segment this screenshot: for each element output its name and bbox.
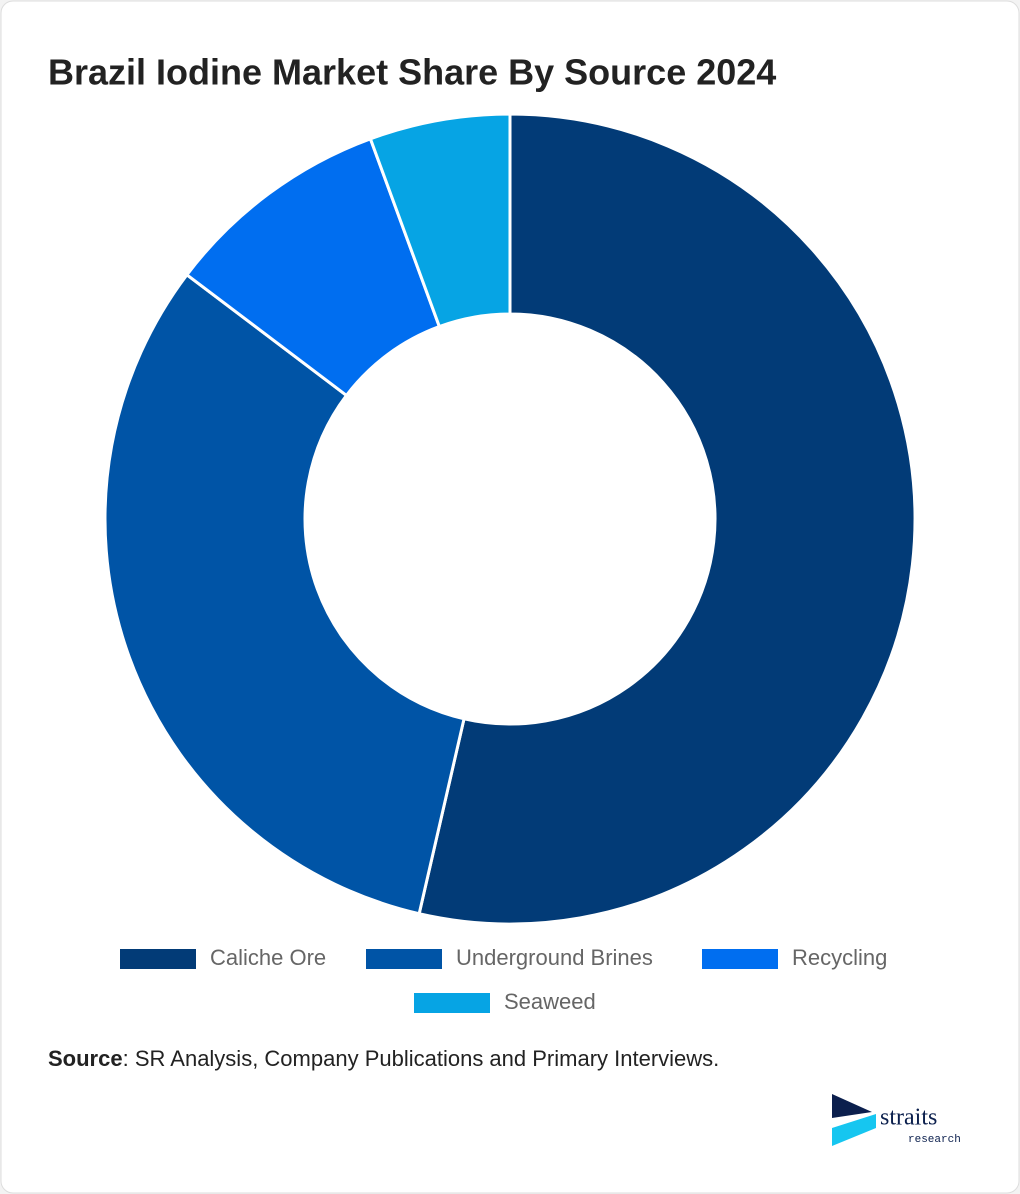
legend-swatch xyxy=(702,949,778,969)
legend-swatch xyxy=(120,949,196,969)
source-text: : SR Analysis, Company Publications and … xyxy=(123,1046,720,1071)
legend-label: Recycling xyxy=(792,945,887,970)
source: Source: SR Analysis, Company Publication… xyxy=(48,1046,719,1071)
donut-slice xyxy=(368,112,512,329)
logo-name: straits xyxy=(880,1105,937,1131)
legend-swatch xyxy=(414,993,490,1013)
legend-swatch xyxy=(366,949,442,969)
legend-label: Seaweed xyxy=(504,989,596,1014)
legend-label: Underground Brines xyxy=(456,945,653,970)
logo: straits research xyxy=(832,1094,961,1146)
chart-title: Brazil Iodine Market Share By Source 202… xyxy=(48,52,776,93)
logo-tagline: research xyxy=(908,1134,961,1146)
source-label: Source xyxy=(48,1046,123,1071)
donut-slice xyxy=(103,272,466,916)
donut-slice xyxy=(417,112,917,926)
logo-mark xyxy=(832,1114,876,1146)
legend-label: Caliche Ore xyxy=(210,945,326,970)
logo-mark xyxy=(832,1094,872,1118)
